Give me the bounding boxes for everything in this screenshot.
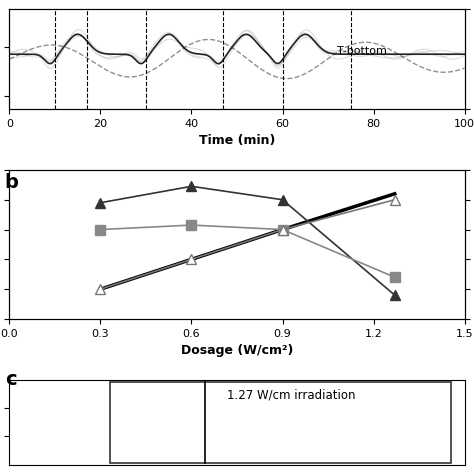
Text: b: b bbox=[5, 173, 18, 192]
Text: c: c bbox=[5, 370, 17, 389]
X-axis label: Dosage (W/cm²): Dosage (W/cm²) bbox=[181, 344, 293, 357]
Text: 1.27 W/cm irradiation: 1.27 W/cm irradiation bbox=[228, 389, 356, 401]
Bar bbox=[109, 382, 451, 463]
Text: T-bottom: T-bottom bbox=[337, 46, 387, 56]
X-axis label: Time (min): Time (min) bbox=[199, 134, 275, 147]
